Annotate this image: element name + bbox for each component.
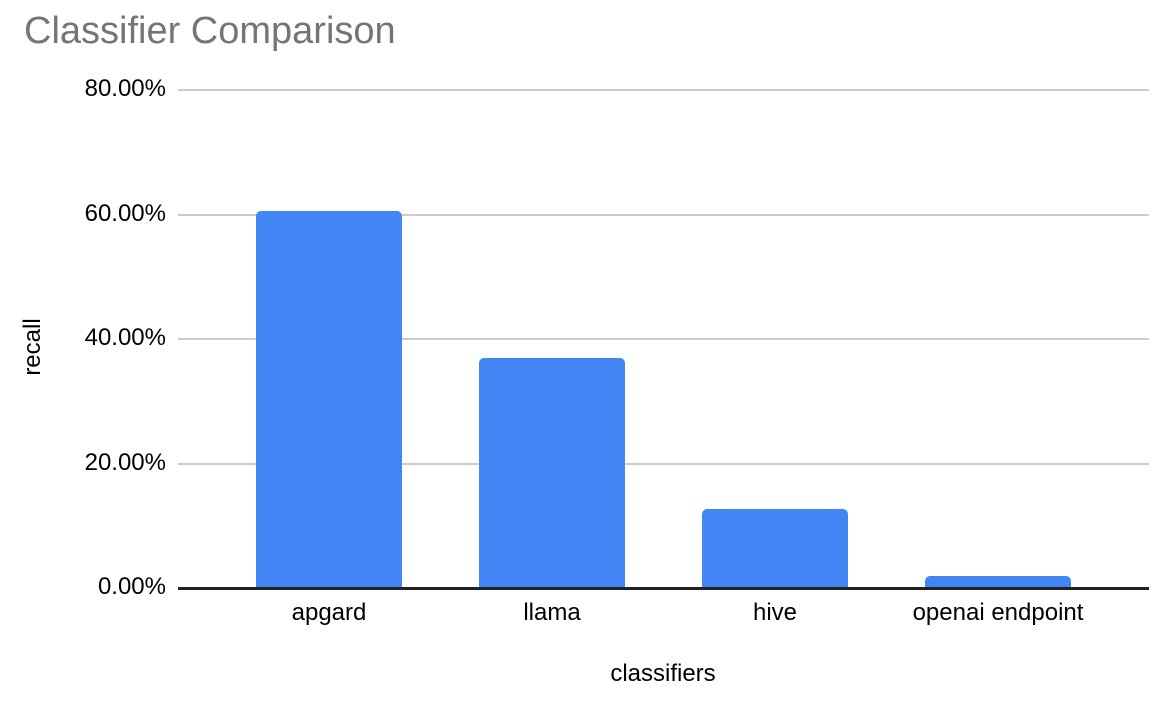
y-tick-label: 40.00%	[84, 323, 166, 351]
x-category-label-hive: hive	[752, 599, 798, 626]
y-tick-label: 80.00%	[84, 74, 166, 102]
x-axis-title: classifiers	[610, 660, 716, 687]
y-tick-label: 20.00%	[84, 448, 166, 476]
gridline	[178, 89, 1149, 91]
x-category-label-apgard: apgard	[291, 599, 367, 626]
bar-openai-endpoint	[925, 576, 1071, 588]
x-category-label-openai-endpoint: openai endpoint	[912, 599, 1084, 626]
gridline	[178, 338, 1149, 340]
x-category-label-llama: llama	[523, 599, 581, 626]
bar-llama	[479, 358, 625, 588]
bar-apgard	[256, 211, 402, 588]
gridline	[178, 213, 1149, 216]
bar-hive	[702, 509, 848, 588]
x-axis-line	[178, 587, 1149, 590]
plot-area	[178, 89, 1149, 590]
chart-title: Classifier Comparison	[24, 10, 396, 52]
y-tick-label: 0.00%	[97, 572, 166, 600]
gridline	[178, 462, 1149, 465]
y-tick-label: 60.00%	[84, 199, 166, 227]
